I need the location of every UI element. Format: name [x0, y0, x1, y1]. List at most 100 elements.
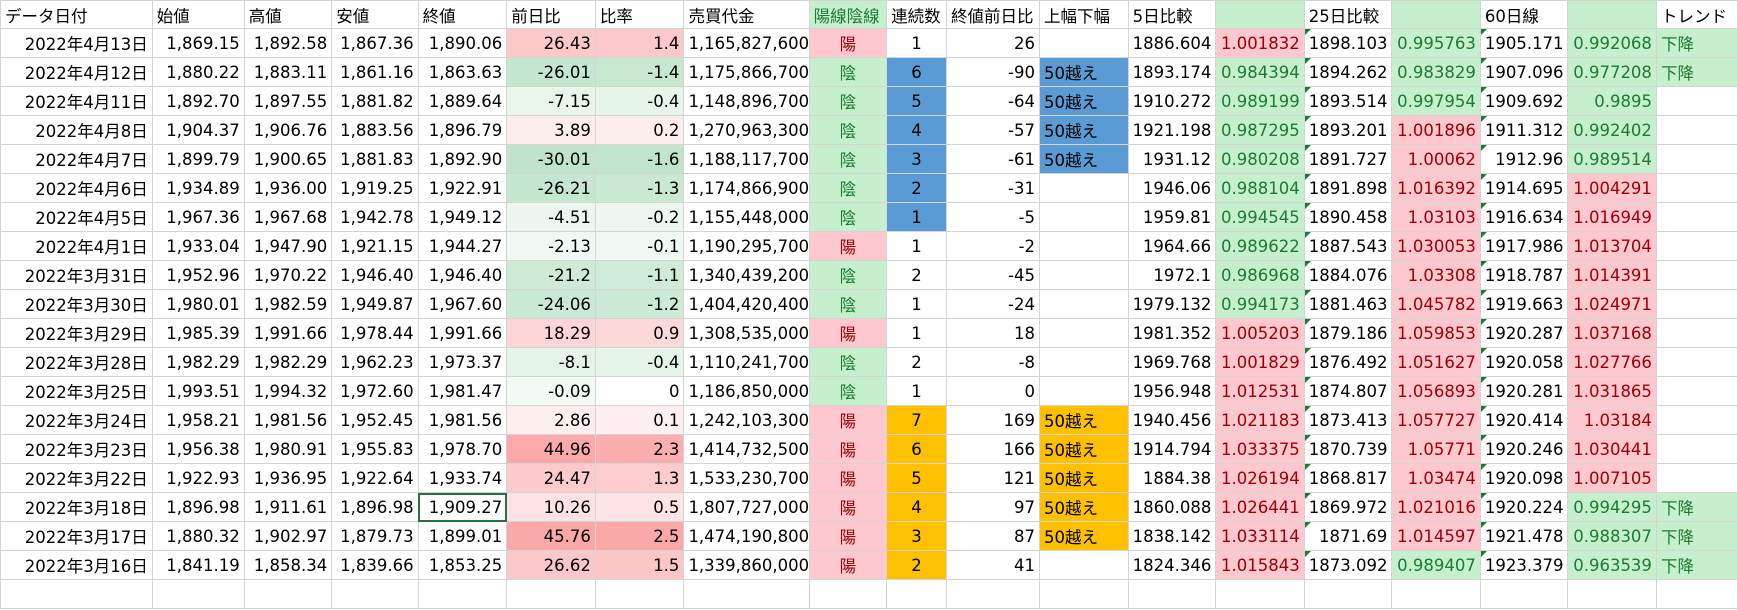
cell[interactable]: 1,861.16	[331, 57, 419, 87]
cell[interactable]: 0.986968	[1215, 260, 1305, 290]
cell[interactable]: 2022年3月23日	[0, 434, 153, 464]
cell[interactable]: 2022年3月22日	[0, 463, 153, 493]
cell[interactable]: 1898.103	[1303, 28, 1393, 58]
cell[interactable]: 0.989407	[1391, 550, 1481, 580]
cell[interactable]: 1,414,732,500	[683, 434, 810, 464]
header-cell[interactable]: 高値	[243, 0, 333, 29]
cell[interactable]: 1.001829	[1215, 347, 1305, 377]
cell[interactable]: 1981.352	[1127, 318, 1217, 348]
cell[interactable]: 26.62	[506, 550, 596, 580]
cell[interactable]	[1655, 231, 1737, 261]
cell[interactable]: 1.026441	[1215, 492, 1305, 522]
cell[interactable]: 0.2	[594, 115, 685, 145]
cell[interactable]: 1920.287	[1479, 318, 1569, 348]
cell[interactable]: 2022年4月7日	[0, 144, 153, 174]
cell[interactable]: -1.2	[594, 289, 685, 319]
cell[interactable]	[1215, 579, 1305, 609]
cell[interactable]: 1.021183	[1215, 405, 1305, 435]
cell[interactable]: 2022年3月29日	[0, 318, 153, 348]
cell[interactable]: 1.033375	[1215, 434, 1305, 464]
cell[interactable]: 1890.458	[1303, 202, 1393, 232]
cell[interactable]: 1911.312	[1479, 115, 1569, 145]
cell[interactable]: 陰	[808, 57, 888, 87]
cell[interactable]: 下降	[1655, 550, 1737, 580]
cell[interactable]: 1,904.37	[151, 115, 245, 145]
cell[interactable]: 1.014391	[1567, 260, 1657, 290]
cell[interactable]: 1,981.56	[243, 405, 333, 435]
cell[interactable]: 1884.076	[1303, 260, 1393, 290]
cell[interactable]: 1,982.59	[243, 289, 333, 319]
cell[interactable]: 1,944.27	[417, 231, 508, 261]
cell[interactable]	[1655, 202, 1737, 232]
cell[interactable]: -26.01	[506, 57, 596, 87]
cell[interactable]: 1,863.63	[417, 57, 508, 87]
cell[interactable]	[1039, 173, 1129, 203]
cell[interactable]: -0.4	[594, 347, 685, 377]
cell[interactable]: 陰	[808, 260, 888, 290]
cell[interactable]: 1887.543	[1303, 231, 1393, 261]
cell[interactable]: 1,896.98	[331, 492, 419, 522]
cell[interactable]: 下降	[1655, 57, 1737, 87]
cell[interactable]: 1,936.95	[243, 463, 333, 493]
cell[interactable]: 陰	[808, 115, 888, 145]
cell[interactable]: 1.021016	[1391, 492, 1481, 522]
cell[interactable]: 1,967.60	[417, 289, 508, 319]
cell[interactable]: 0.992402	[1567, 115, 1657, 145]
cell[interactable]: 下降	[1655, 492, 1737, 522]
cell[interactable]	[886, 579, 947, 609]
cell[interactable]	[1655, 173, 1737, 203]
cell[interactable]: 0.988307	[1567, 521, 1657, 551]
cell[interactable]: 陰	[808, 173, 888, 203]
cell[interactable]: 2022年4月8日	[0, 115, 153, 145]
cell[interactable]: 50越え	[1039, 463, 1129, 493]
cell[interactable]: 1,933.74	[417, 463, 508, 493]
cell[interactable]: 0.988104	[1215, 173, 1305, 203]
cell[interactable]: 1919.663	[1479, 289, 1569, 319]
cell[interactable]: 陰	[808, 202, 888, 232]
cell[interactable]	[1655, 260, 1737, 290]
cell[interactable]: 2022年3月16日	[0, 550, 153, 580]
cell[interactable]: 4	[886, 115, 947, 145]
cell[interactable]: 1909.692	[1479, 86, 1569, 116]
cell[interactable]: 1,952.45	[331, 405, 419, 435]
cell[interactable]: 1,858.34	[243, 550, 333, 580]
cell[interactable]: 3.89	[506, 115, 596, 145]
cell[interactable]: 1	[886, 28, 947, 58]
cell[interactable]: 1.5	[594, 550, 685, 580]
cell[interactable]	[1127, 579, 1217, 609]
cell[interactable]: 1,807,727,000	[683, 492, 810, 522]
cell[interactable]: 1,902.97	[243, 521, 333, 551]
cell[interactable]	[417, 579, 508, 609]
cell[interactable]	[1655, 405, 1737, 435]
cell[interactable]: 1,949.12	[417, 202, 508, 232]
cell[interactable]: 1940.456	[1127, 405, 1217, 435]
cell[interactable]: 1876.492	[1303, 347, 1393, 377]
cell[interactable]: 2	[886, 550, 947, 580]
cell[interactable]: -0.09	[506, 376, 596, 406]
cell[interactable]: 1969.768	[1127, 347, 1217, 377]
cell[interactable]: 1.001832	[1215, 28, 1305, 58]
cell[interactable]: 1874.807	[1303, 376, 1393, 406]
cell[interactable]	[1039, 579, 1129, 609]
cell[interactable]: 1.00062	[1391, 144, 1481, 174]
cell[interactable]: 1860.088	[1127, 492, 1217, 522]
cell[interactable]: 121	[945, 463, 1041, 493]
cell[interactable]: 1893.174	[1127, 57, 1217, 87]
cell[interactable]: 50越え	[1039, 57, 1129, 87]
cell[interactable]	[1039, 376, 1129, 406]
cell[interactable]: 5	[886, 86, 947, 116]
cell[interactable]: 1,993.51	[151, 376, 245, 406]
cell[interactable]: 2.5	[594, 521, 685, 551]
cell[interactable]: -1.4	[594, 57, 685, 87]
cell[interactable]: 1884.38	[1127, 463, 1217, 493]
cell[interactable]: 0.989199	[1215, 86, 1305, 116]
cell[interactable]: 1,946.40	[331, 260, 419, 290]
cell[interactable]: -24.06	[506, 289, 596, 319]
cell[interactable]: 1893.514	[1303, 86, 1393, 116]
cell[interactable]: 1.051627	[1391, 347, 1481, 377]
cell[interactable]: 2022年3月17日	[0, 521, 153, 551]
cell[interactable]: 1.037168	[1567, 318, 1657, 348]
cell[interactable]: 2.3	[594, 434, 685, 464]
header-cell[interactable]	[1391, 0, 1481, 29]
cell[interactable]: 1,186,850,000	[683, 376, 810, 406]
